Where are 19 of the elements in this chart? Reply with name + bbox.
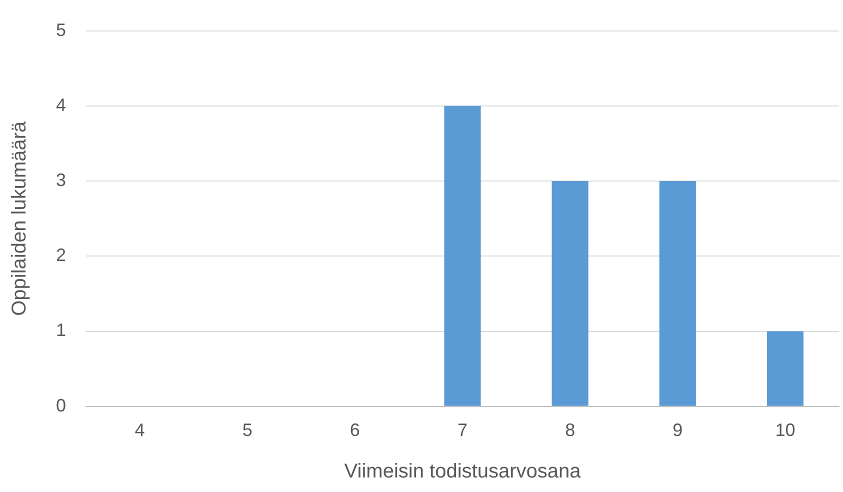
x-axis-title: Viimeisin todistusarvosana [344,460,582,483]
bar [552,181,588,406]
bar [444,106,481,406]
x-tick-label: 9 [672,420,683,440]
y-tick-label: 4 [56,94,66,115]
y-tick-label: 2 [56,245,66,266]
y-tick-label: 3 [56,170,66,190]
x-tick-label: 6 [350,420,360,440]
y-tick-label: 1 [56,320,66,340]
x-tick-label: 8 [565,420,576,440]
x-tick-label: 5 [242,420,252,440]
bar [766,331,804,406]
y-tick-label: 5 [56,20,66,40]
bar [659,181,696,406]
x-tick-label: 4 [134,420,145,440]
x-tick-label: 7 [458,420,468,440]
x-tick-label: 10 [775,420,796,440]
y-tick-label: 0 [56,395,66,416]
y-axis-title: Oppilaiden lukumäärä [8,120,31,316]
